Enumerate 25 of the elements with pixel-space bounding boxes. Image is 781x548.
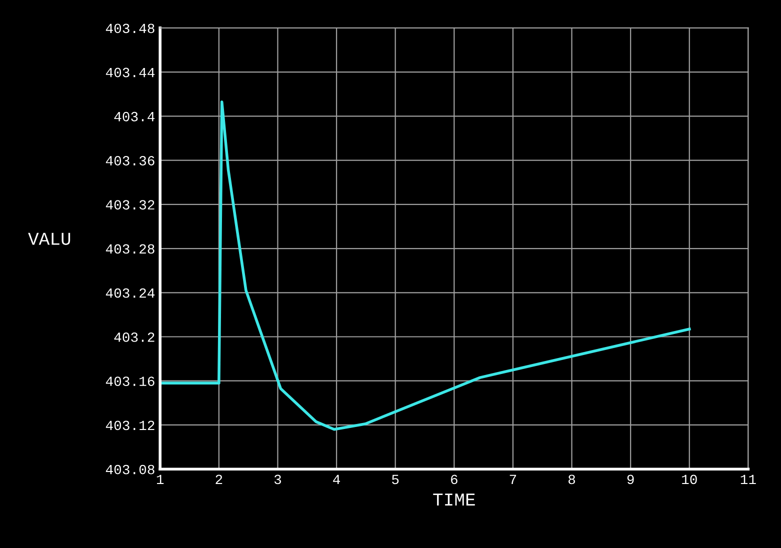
y-tick-label: 403.24 (106, 288, 155, 298)
x-tick-label: 5 (392, 474, 399, 484)
x-tick-label: 7 (510, 474, 516, 484)
line-series (160, 100, 691, 431)
y-tick-label: 403.16 (106, 376, 154, 386)
x-tick-label: 4 (333, 474, 340, 484)
y-tick-label: 403.2 (114, 332, 154, 342)
x-tick-label: 1 (156, 474, 164, 484)
y-tick-label: 403.48 (106, 24, 154, 34)
y-tick-label: 403.12 (106, 420, 154, 430)
y-tick-label: 403.28 (106, 244, 154, 254)
x-tick-label: 11 (740, 474, 756, 484)
x-tick-label: 3 (274, 474, 282, 484)
x-tick-label: 10 (682, 474, 697, 484)
x-tick-label: 6 (451, 474, 458, 484)
y-tick-label: 403.32 (106, 200, 154, 210)
x-tick-label: 8 (568, 474, 576, 484)
x-axis-title: TIME (433, 494, 475, 506)
x-tick-label: 2 (216, 474, 222, 484)
y-tick-label: 403.44 (106, 68, 155, 78)
y-tick-label: 403.36 (106, 156, 154, 166)
y-tick-label: 403.08 (106, 464, 154, 474)
x-tick-label: 9 (627, 474, 634, 484)
y-tick-label: 403.4 (114, 112, 155, 122)
y-axis-title: VALU (28, 232, 70, 245)
